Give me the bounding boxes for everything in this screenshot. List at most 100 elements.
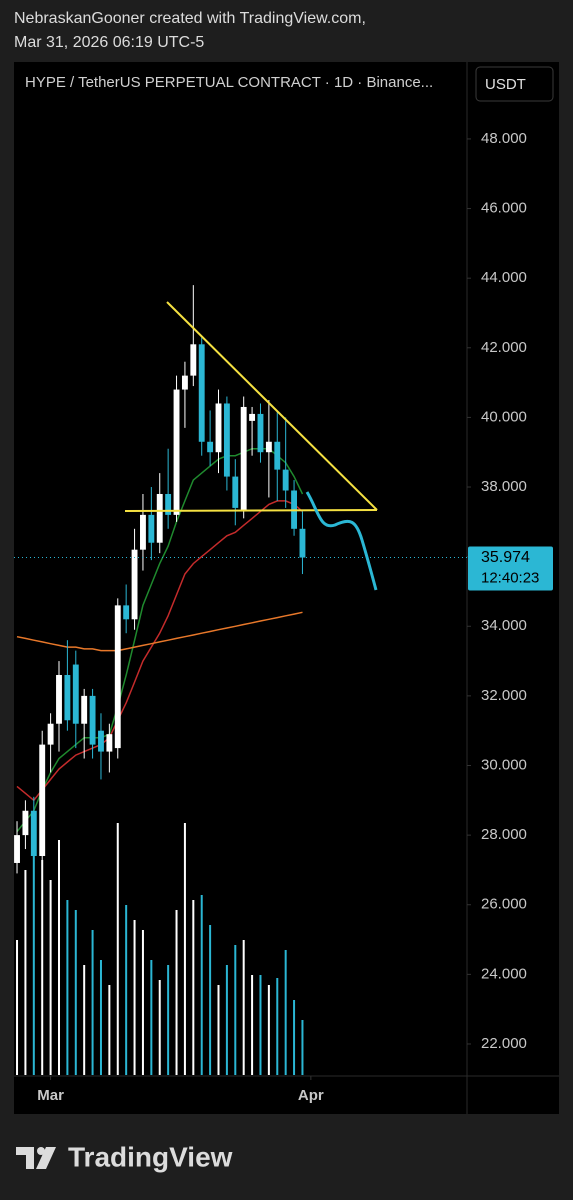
volume-bar [91, 930, 94, 1075]
logo [16, 1147, 56, 1169]
candle-body [274, 441, 281, 470]
candle-body [14, 835, 20, 863]
y-tick-label: 22.000 [481, 1035, 527, 1052]
candle-body [47, 723, 54, 745]
y-tick-label: 44.000 [481, 269, 527, 286]
volume-bar [141, 930, 144, 1075]
candle-body [207, 441, 214, 453]
moving-average [16, 500, 303, 802]
currency-button[interactable] [475, 66, 554, 102]
price-label-box [468, 546, 553, 591]
candle-body [22, 810, 29, 836]
volume-bar [150, 960, 153, 1075]
volume-bar [108, 985, 111, 1075]
candle-body [123, 605, 130, 620]
volume-bar [267, 985, 270, 1075]
volume-bar [41, 860, 44, 1075]
volume-bar [49, 880, 52, 1075]
candle-body [64, 674, 71, 721]
candle-body [148, 514, 155, 543]
volume-bar [209, 925, 212, 1075]
countdown: 12:40:23 [481, 570, 539, 587]
trend-line [166, 301, 378, 511]
volume-bar [217, 985, 220, 1075]
y-tick-label: 28.000 [481, 826, 527, 843]
candle-body [173, 389, 180, 515]
price-label: 35.974 [481, 549, 530, 566]
candle-body [140, 514, 146, 550]
volume-bar [251, 975, 254, 1075]
volume-bar [183, 823, 186, 1075]
candle-body [89, 695, 96, 745]
y-tick-label: 42.000 [481, 339, 527, 356]
volume-bar [24, 870, 27, 1075]
volume-bar [167, 965, 170, 1075]
volume-bar [192, 900, 195, 1075]
timestamp: Mar 31, 2026 06:19 UTC-5 [14, 34, 205, 51]
volume-bar [32, 850, 35, 1075]
y-tick-label: 24.000 [481, 965, 527, 982]
volume-bar [16, 940, 19, 1075]
projection [305, 491, 378, 591]
volume-bar [276, 978, 279, 1075]
candle-body [114, 605, 121, 749]
candle-body [181, 375, 188, 390]
x-tick-label: Mar [37, 1087, 64, 1104]
volume-bar [99, 960, 102, 1075]
y-tick-label: 46.000 [481, 200, 527, 217]
candle-body [156, 493, 163, 543]
volume-bar [301, 1020, 304, 1075]
candle-body [106, 734, 113, 752]
candle-body [39, 744, 46, 857]
y-tick-label: 32.000 [481, 687, 527, 704]
candle-body [232, 476, 239, 508]
volume-bar [158, 980, 161, 1075]
brand: TradingView [68, 1141, 233, 1172]
volume-bar [83, 965, 86, 1075]
y-tick-label: 48.000 [481, 130, 527, 147]
y-tick-label: 34.000 [481, 617, 527, 634]
volume-bar [125, 905, 128, 1075]
candle-body [56, 674, 62, 724]
volume-bar [200, 895, 203, 1075]
volume-bar [234, 945, 237, 1075]
candle-body [240, 406, 247, 512]
candle-body [249, 413, 256, 421]
candle-body [98, 730, 104, 752]
y-tick-label: 38.000 [481, 478, 527, 495]
volume-bar [242, 940, 245, 1075]
author: NebraskanGooner created with TradingView… [14, 10, 366, 27]
candle-body [81, 695, 88, 724]
moving-average [16, 447, 304, 833]
y-tick-label: 26.000 [481, 896, 527, 913]
candle-body [72, 664, 79, 724]
volume-bar [225, 965, 228, 1075]
candle-body [223, 403, 230, 477]
currency[interactable]: USDT [485, 76, 526, 93]
candle-body [30, 810, 37, 857]
y-tick-label: 40.000 [481, 408, 527, 425]
candle-body [165, 493, 172, 515]
volume-bar [133, 920, 136, 1075]
candle-body [265, 441, 272, 453]
x-tick-label: Apr [298, 1087, 324, 1104]
y-tick-label: 30.000 [481, 756, 527, 773]
candle-body [198, 344, 205, 442]
support-line [124, 509, 378, 512]
volume-bar [259, 975, 262, 1075]
candle-body [131, 549, 138, 620]
moving-average [16, 611, 303, 652]
volume-bar [284, 950, 287, 1075]
candle-body [299, 528, 306, 558]
chart-title: HYPE / TetherUS PERPETUAL CONTRACT · 1D … [25, 74, 433, 91]
volume-bar [293, 1000, 296, 1075]
volume-bar [66, 900, 69, 1075]
candle-body [190, 344, 197, 376]
volume-bar [175, 910, 178, 1075]
candle-body [282, 469, 289, 491]
candle-body [215, 403, 222, 453]
volume-bar [116, 823, 119, 1075]
volume-bar [57, 840, 60, 1075]
